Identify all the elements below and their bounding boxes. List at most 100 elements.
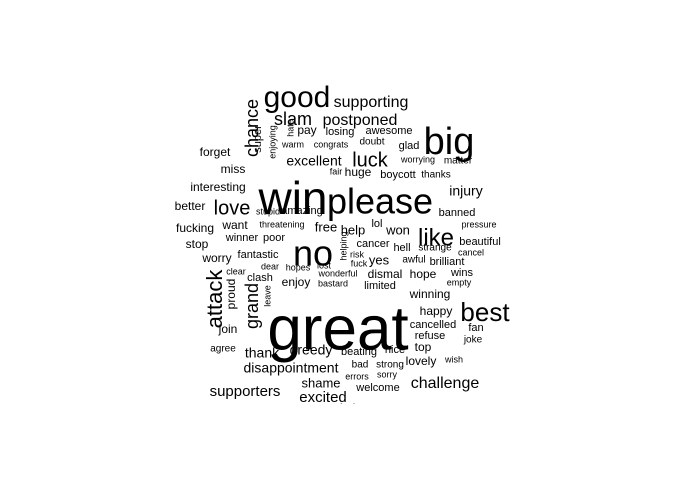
word-welcome: welcome bbox=[355, 382, 399, 394]
word-injury: injury bbox=[449, 183, 482, 199]
word-greedy: greedy bbox=[290, 342, 333, 358]
word-wins: wins bbox=[450, 267, 474, 279]
word-grand: grand bbox=[242, 283, 262, 329]
word-refuse: refuse bbox=[415, 330, 446, 342]
word-thanks: thanks bbox=[421, 170, 450, 181]
word-matter: matter bbox=[444, 156, 473, 167]
word-congrats: congrats bbox=[314, 139, 349, 149]
word-congratulations: congratulations bbox=[293, 401, 374, 415]
word-strong: strong bbox=[376, 360, 404, 371]
word-glad: glad bbox=[399, 140, 420, 152]
word-fantastic: fantastic bbox=[238, 249, 279, 261]
word-nice: nice bbox=[385, 344, 405, 356]
word-huge: huge bbox=[345, 165, 372, 179]
word-winning: winning bbox=[409, 287, 451, 301]
word-like: like bbox=[418, 224, 454, 251]
word-won: won bbox=[385, 222, 410, 237]
word-lovely: lovely bbox=[406, 354, 437, 368]
word-disappointment: disappointment bbox=[244, 360, 339, 376]
word-cancel: cancel bbox=[458, 247, 484, 257]
word-joke: joke bbox=[463, 335, 483, 346]
word-warm: warm bbox=[281, 139, 304, 149]
word-top: top bbox=[415, 340, 432, 354]
word-hell: hell bbox=[393, 242, 410, 254]
word-threatening: threatening bbox=[259, 219, 304, 229]
word-interesting: interesting bbox=[190, 180, 245, 194]
word-love: love bbox=[214, 197, 251, 219]
word-stupid: stupid bbox=[256, 206, 280, 216]
word-enjoy: enjoy bbox=[282, 275, 311, 289]
word-better: better bbox=[175, 199, 206, 213]
word-help: help bbox=[341, 222, 366, 237]
word-postponed: postponed bbox=[323, 112, 398, 129]
word-beautiful: beautiful bbox=[459, 236, 501, 248]
word-super: super bbox=[252, 125, 264, 153]
word-risk: risk bbox=[350, 249, 364, 259]
word-challenge: challenge bbox=[411, 375, 480, 392]
word-free: free bbox=[315, 219, 337, 234]
word-clear: clear bbox=[226, 266, 246, 276]
word-winner: winner bbox=[225, 232, 259, 244]
word-cancelled: cancelled bbox=[410, 319, 456, 331]
word-happy: happy bbox=[420, 304, 453, 318]
word-chance: chance bbox=[242, 99, 262, 157]
word-awful: awful bbox=[402, 255, 425, 266]
word-miss: miss bbox=[221, 162, 246, 176]
word-dear: dear bbox=[261, 261, 279, 271]
word-hopes: hopes bbox=[286, 262, 311, 272]
word-stop: stop bbox=[186, 237, 209, 251]
word-excellent: excellent bbox=[286, 153, 341, 169]
word-pay: pay bbox=[297, 123, 316, 137]
word-banned: banned bbox=[439, 207, 476, 219]
word-shame: shame bbox=[301, 375, 340, 390]
word-want: want bbox=[221, 218, 248, 232]
word-empty: empty bbox=[447, 277, 472, 287]
word-doubt: doubt bbox=[359, 137, 384, 148]
word-thank: thank bbox=[245, 345, 280, 361]
word-supporting: supporting bbox=[334, 94, 409, 111]
word-excited: excited bbox=[299, 389, 347, 406]
word-limited: limited bbox=[364, 280, 396, 292]
word-hope: hope bbox=[410, 267, 437, 281]
word-fair: fair bbox=[330, 166, 343, 176]
word-fan: fan bbox=[468, 322, 483, 334]
word-bad: bad bbox=[352, 360, 369, 371]
word-best: best bbox=[460, 297, 510, 327]
word-enjoying: enjoying bbox=[267, 125, 277, 159]
word-big: big bbox=[424, 121, 475, 163]
word-wish: wish bbox=[444, 354, 463, 364]
word-win: win bbox=[257, 172, 327, 224]
word-amazing: amazing bbox=[281, 205, 323, 217]
word-beating: beating bbox=[341, 346, 377, 358]
word-dismal: dismal bbox=[368, 267, 403, 281]
word-luck: luck bbox=[352, 149, 389, 171]
word-agree: agree bbox=[210, 344, 236, 355]
word-fuck: fuck bbox=[351, 258, 368, 268]
word-errors: errors bbox=[345, 371, 369, 381]
word-join: join bbox=[218, 322, 238, 336]
word-great: great bbox=[267, 294, 408, 363]
word-worry: worry bbox=[201, 251, 231, 265]
word-slam: slam bbox=[274, 109, 312, 129]
word-bastard: bastard bbox=[318, 278, 348, 288]
word-clash: clash bbox=[247, 272, 273, 284]
word-fucking: fucking bbox=[176, 221, 214, 235]
word-hate: hate bbox=[285, 119, 295, 137]
word-leave: leave bbox=[262, 285, 272, 307]
word-losing: losing bbox=[326, 126, 355, 138]
word-helping: helping bbox=[338, 231, 348, 260]
word-brilliant: brilliant bbox=[430, 256, 465, 268]
word-please: please bbox=[327, 181, 433, 222]
word-boycott: boycott bbox=[380, 169, 415, 181]
word-supporters: supporters bbox=[210, 383, 281, 400]
word-awesome: awesome bbox=[365, 125, 412, 137]
word-attack: attack bbox=[202, 269, 227, 329]
word-poor: poor bbox=[263, 232, 285, 244]
word-lol: lol bbox=[371, 218, 382, 230]
word-worrying: worrying bbox=[400, 154, 435, 164]
word-wonderful: wonderful bbox=[317, 268, 357, 278]
word-sorry: sorry bbox=[377, 369, 397, 379]
word-proud: proud bbox=[224, 279, 238, 310]
word-pressure: pressure bbox=[461, 219, 496, 229]
